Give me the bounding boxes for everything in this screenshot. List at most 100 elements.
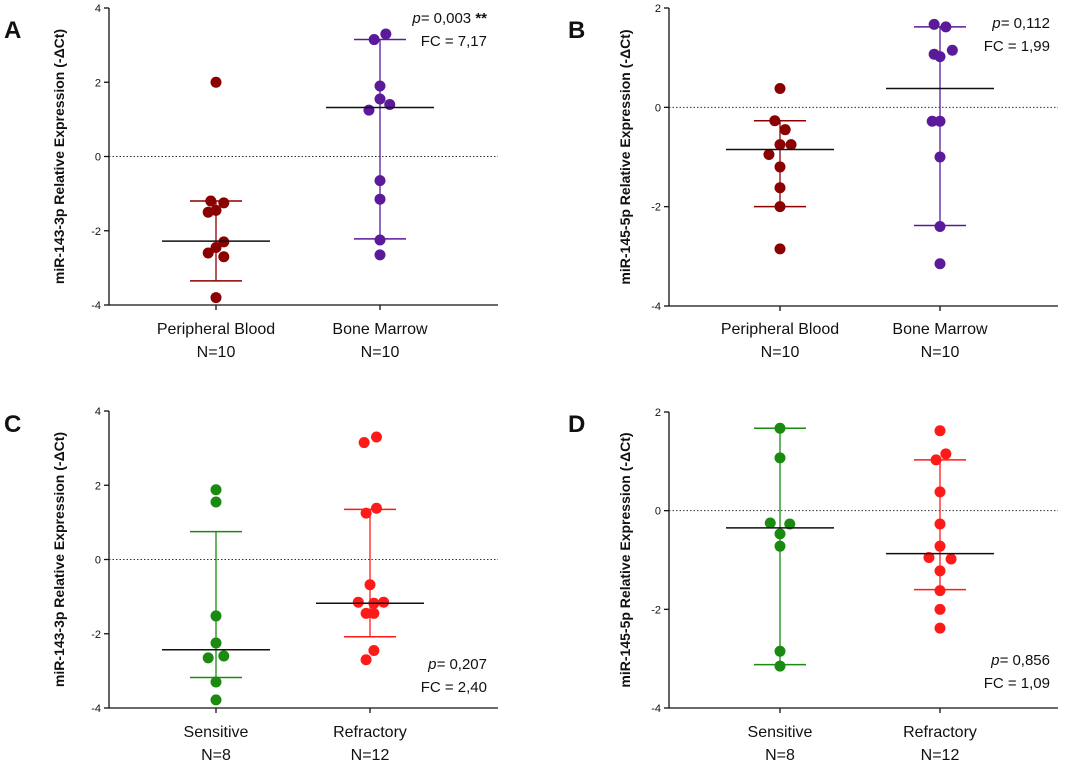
data-point [210, 484, 222, 496]
data-point [934, 51, 946, 63]
category-label: Sensitive [748, 724, 813, 741]
data-point [210, 241, 222, 253]
category-label: Bone Marrow [332, 321, 428, 338]
category-n-label: N=8 [765, 747, 795, 764]
data-point [934, 565, 946, 577]
y-tick-label: 2 [95, 77, 101, 89]
p-label: p= [411, 10, 429, 27]
y-tick-label: -2 [91, 226, 101, 238]
data-point [368, 34, 380, 46]
fold-change-annotation: FC = 7,17 [421, 33, 487, 50]
data-point [946, 44, 958, 56]
panel-a: A 4 2 0 -2 -4 miR-143-3p Relative Expression (… [4, 3, 498, 361]
data-point [210, 676, 222, 688]
data-point [923, 552, 935, 564]
category-n-label: N=10 [361, 344, 400, 361]
data-point [774, 452, 786, 464]
data-point [764, 517, 776, 529]
data-point [360, 507, 372, 519]
p-value-annotation: p= 0,207 [427, 656, 487, 673]
y-tick-label: -4 [91, 703, 101, 715]
data-point [779, 124, 791, 136]
category-label: Refractory [333, 724, 407, 741]
data-point [769, 115, 781, 127]
data-point [774, 201, 786, 213]
significance-stars: ** [475, 10, 487, 27]
data-point [384, 99, 396, 111]
y-tick-label: 2 [655, 3, 661, 15]
panel-d: D 2 0 -2 -4 miR-145-5p Relative Expression (-… [568, 407, 1058, 764]
fold-change-annotation: FC = 1,99 [984, 38, 1050, 55]
series-bone-marrow [886, 18, 994, 270]
p-label: p= [991, 15, 1009, 32]
data-point [210, 637, 222, 649]
data-point [380, 28, 392, 40]
panel-letter: A [4, 17, 21, 44]
data-point [934, 151, 946, 163]
data-point [360, 607, 372, 619]
category-n-label: N=10 [197, 344, 236, 361]
y-tick-label: -2 [651, 202, 661, 214]
data-point [368, 644, 380, 656]
data-point [774, 161, 786, 173]
y-tick-label: -4 [651, 301, 661, 313]
y-tick-label: -4 [651, 703, 661, 715]
data-point [934, 518, 946, 530]
data-point [218, 197, 230, 209]
series-peripheral-blood [726, 82, 834, 255]
data-point [378, 596, 390, 608]
data-point [374, 93, 386, 105]
y-tick-label: -2 [91, 629, 101, 641]
y-tick-label: 0 [655, 506, 661, 518]
data-point [934, 540, 946, 552]
category-n-label: N=10 [761, 344, 800, 361]
y-tick-label: 2 [655, 407, 661, 419]
data-point [940, 448, 952, 460]
data-point [784, 518, 796, 530]
data-point [934, 425, 946, 437]
panel-b: B 2 0 -2 -4 miR-145-5p Relative Expression (-… [568, 3, 1058, 361]
fold-change-annotation: FC = 2,40 [421, 679, 487, 696]
series-refractory [886, 425, 994, 634]
p-value: 0,856 [1008, 652, 1050, 669]
y-axis-label: miR-145-5p Relative Expression (-ΔCt) [617, 432, 633, 687]
y-tick-label: -2 [651, 604, 661, 616]
y-tick-label: 0 [655, 102, 661, 114]
data-point [210, 610, 222, 622]
y-tick-label: -4 [91, 300, 101, 312]
data-point [774, 645, 786, 657]
y-tick-label: 4 [95, 3, 101, 15]
category-n-label: N=8 [201, 747, 231, 764]
data-point [210, 76, 222, 88]
y-axis-label: miR-143-3p Relative Expression (-ΔCt) [51, 432, 67, 687]
data-point [945, 553, 957, 565]
data-point [934, 258, 946, 270]
data-point [934, 585, 946, 597]
y-axis-label: miR-145-5p Relative Expression (-ΔCt) [617, 29, 633, 284]
data-point [210, 496, 222, 508]
data-point [926, 115, 938, 127]
category-label: Bone Marrow [892, 321, 988, 338]
series-peripheral-blood [162, 76, 270, 304]
data-point [368, 607, 380, 619]
data-point [940, 21, 952, 33]
data-point [210, 204, 222, 216]
data-point [774, 243, 786, 255]
data-point [210, 292, 222, 304]
data-point [934, 486, 946, 498]
data-point [374, 175, 386, 187]
p-value: 0,112 [1009, 15, 1050, 32]
series-sensitive [162, 484, 270, 706]
y-tick-label: 0 [95, 555, 101, 567]
panel-letter: B [568, 17, 585, 44]
category-label: Peripheral Blood [721, 321, 839, 338]
data-point [774, 182, 786, 194]
data-point [364, 579, 376, 591]
data-point [774, 139, 786, 151]
panel-c: C 4 2 0 -2 -4 miR-143-3p Relative Expression (… [4, 406, 498, 764]
data-point [934, 603, 946, 615]
p-value: 0,003 [429, 10, 475, 27]
data-point [371, 431, 382, 443]
data-point [785, 139, 797, 151]
